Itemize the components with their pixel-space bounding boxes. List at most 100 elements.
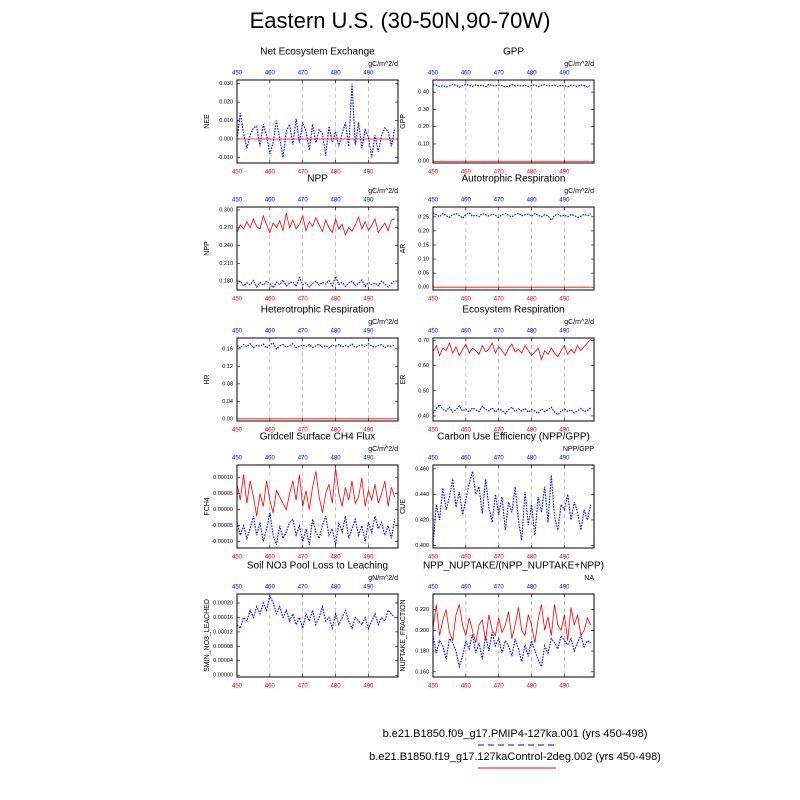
x-tick-label-bottom: 490	[559, 170, 570, 176]
x-tick-label-top: 470	[494, 585, 505, 591]
series-line	[237, 274, 396, 289]
y-tick-label: 0.15	[418, 242, 429, 248]
y-axis-label: FCH4	[204, 497, 211, 515]
y-axis-label: NPP	[204, 241, 211, 256]
plot-frame	[432, 464, 595, 549]
x-tick-label-top: 490	[559, 71, 570, 77]
x-tick-label-bottom: 480	[331, 297, 342, 303]
y-tick-label: 0.00	[418, 159, 429, 165]
x-tick-label-bottom: 460	[461, 684, 472, 690]
x-tick-label-bottom: 470	[494, 555, 505, 561]
x-tick-label-bottom: 490	[559, 428, 570, 434]
y-tick-label: 0.160	[415, 669, 429, 675]
y-tick-label: 0.240	[219, 243, 233, 249]
y-tick-label: 0.60	[418, 363, 429, 369]
x-tick-label-bottom: 480	[331, 684, 342, 690]
x-tick-label-bottom: 460	[265, 170, 276, 176]
y-axis-label: NEE	[204, 114, 211, 129]
y-tick-label: 0.70	[418, 338, 429, 344]
x-tick-label-top: 450	[232, 329, 243, 335]
units-label: gC/m^2/d	[368, 319, 398, 326]
x-tick-label-top: 490	[559, 198, 570, 204]
units-label: NPP/GPP	[563, 446, 594, 453]
x-tick-label-top: 470	[494, 71, 505, 77]
y-axis-label: SMIN_NO3_LEACHED	[204, 599, 211, 672]
units-label: gC/m^2/d	[564, 188, 594, 195]
y-tick-label: 0.12	[222, 364, 233, 370]
x-tick-label-bottom: 470	[298, 428, 309, 434]
x-tick-label-top: 470	[494, 329, 505, 335]
x-tick-label-bottom: 450	[232, 428, 243, 434]
x-tick-label-bottom: 490	[559, 684, 570, 690]
x-tick-label-top: 460	[461, 585, 472, 591]
x-tick-label-bottom: 480	[331, 555, 342, 561]
y-tick-label: -0.010	[217, 155, 233, 161]
y-tick-label: 0.270	[219, 225, 233, 231]
y-tick-label: 0.05	[418, 271, 429, 277]
y-tick-label: 0.00010	[213, 475, 233, 481]
x-tick-label-top: 490	[363, 329, 374, 335]
x-tick-label-top: 470	[494, 198, 505, 204]
x-tick-label-bottom: 480	[527, 555, 538, 561]
x-tick-label-top: 460	[461, 456, 472, 462]
x-tick-label-bottom: 450	[428, 297, 439, 303]
x-tick-label-top: 470	[298, 198, 309, 204]
series-line	[433, 212, 591, 222]
series-line	[433, 403, 592, 416]
x-tick-label-bottom: 490	[559, 297, 570, 303]
y-axis-label: GPP	[400, 114, 407, 129]
y-tick-label: 0.300	[219, 207, 233, 213]
x-tick-label-bottom: 450	[428, 170, 439, 176]
y-tick-label: 0.10	[418, 141, 429, 147]
x-tick-label-bottom: 490	[363, 555, 374, 561]
series-line	[433, 471, 592, 546]
x-tick-label-bottom: 480	[331, 170, 342, 176]
units-label: gC/m^2/d	[368, 188, 398, 195]
y-tick-label: 0.00	[222, 416, 233, 422]
x-tick-label-bottom: 470	[298, 555, 309, 561]
x-tick-label-top: 460	[461, 198, 472, 204]
series-line	[433, 632, 592, 669]
y-tick-label: 0.00	[418, 285, 429, 291]
x-tick-label-top: 470	[298, 71, 309, 77]
series-line	[237, 212, 395, 236]
y-tick-label: 0.180	[219, 279, 233, 285]
series-line	[237, 512, 396, 545]
x-tick-label-bottom: 460	[265, 684, 276, 690]
y-tick-label: 0.030	[219, 81, 233, 87]
x-tick-label-bottom: 470	[494, 297, 505, 303]
panel-title: NPP_NUPTAKE/(NPP_NUPTAKE+NPP)	[423, 561, 604, 572]
panel-title: Heterotrophic Respiration	[261, 305, 374, 316]
panel-title: NPP	[307, 174, 328, 185]
y-tick-label: 0.20	[418, 228, 429, 234]
x-tick-label-bottom: 450	[232, 297, 243, 303]
x-tick-label-bottom: 450	[428, 684, 439, 690]
legend-label: b.e21.B1850.f09_g17.PMIP4-127ka.001 (yrs…	[383, 728, 648, 740]
y-tick-label: -0.00005	[211, 523, 233, 529]
y-tick-label: 0.440	[415, 492, 429, 498]
y-tick-label: 0.25	[418, 214, 429, 220]
y-tick-label: 0.010	[219, 118, 233, 124]
y-tick-label: 0.50	[418, 388, 429, 394]
x-tick-label-bottom: 490	[559, 555, 570, 561]
x-tick-label-bottom: 480	[527, 297, 538, 303]
panel-title: Gridcell Surface CH4 Flux	[260, 432, 376, 443]
x-tick-label-top: 470	[298, 456, 309, 462]
y-tick-label: 0.00016	[213, 615, 233, 621]
x-tick-label-top: 460	[265, 329, 276, 335]
y-tick-label: 0.08	[222, 381, 233, 387]
plot-frame	[236, 79, 399, 164]
plot-frame	[236, 337, 399, 422]
x-tick-label-top: 450	[428, 198, 439, 204]
plot-frame	[432, 593, 595, 678]
x-tick-label-bottom: 450	[232, 555, 243, 561]
x-tick-label-top: 490	[559, 456, 570, 462]
x-tick-label-top: 460	[265, 585, 276, 591]
x-tick-label-top: 470	[298, 585, 309, 591]
x-tick-label-top: 460	[461, 329, 472, 335]
x-tick-label-bottom: 460	[265, 555, 276, 561]
x-tick-label-bottom: 450	[428, 555, 439, 561]
x-tick-label-bottom: 450	[232, 170, 243, 176]
y-tick-label: 0.180	[415, 649, 429, 655]
x-tick-label-bottom: 480	[527, 428, 538, 434]
